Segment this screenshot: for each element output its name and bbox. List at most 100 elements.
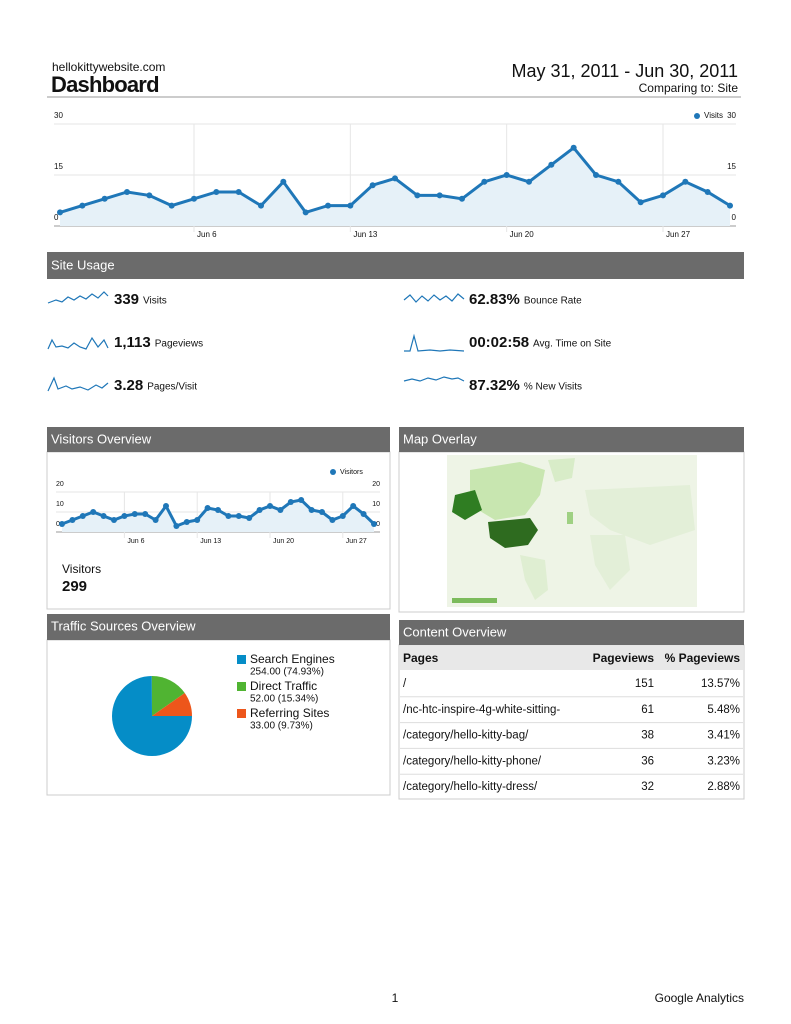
metric-value: 87.32%	[469, 377, 520, 394]
legend-value: 33.00 (9.73%)	[250, 721, 313, 732]
point	[369, 182, 376, 189]
point	[142, 511, 149, 517]
greenland	[548, 458, 575, 482]
table-cell: /category/hello-kitty-dress/	[403, 781, 538, 793]
table-cell: 3.41%	[707, 730, 740, 742]
world-map	[447, 455, 697, 607]
point	[325, 202, 331, 209]
x-tick-label: Jun 6	[127, 538, 144, 545]
point	[258, 202, 264, 209]
table-cell: 36	[641, 755, 654, 767]
point	[704, 189, 711, 195]
x-tick-label: Jun 27	[666, 230, 691, 239]
table-cell: /nc-htc-inspire-4g-white-sitting-	[403, 704, 560, 716]
point	[287, 499, 294, 505]
point	[593, 172, 599, 178]
point	[152, 517, 159, 523]
panel	[46, 639, 391, 796]
pie-slice	[151, 676, 185, 716]
point	[235, 513, 242, 519]
section-header	[47, 252, 744, 279]
x-tick-label: Jun 20	[273, 538, 294, 545]
y-tick-label: 30	[54, 111, 63, 120]
metric-label: % New Visits	[524, 382, 582, 393]
legend-value: 52.00 (15.34%)	[250, 694, 318, 705]
y-tick-label: 0	[376, 521, 380, 528]
point	[503, 172, 510, 178]
legend-swatch	[237, 709, 246, 718]
point	[121, 513, 128, 519]
point	[347, 202, 354, 209]
table-cell: 151	[635, 678, 654, 690]
date-range: May 31, 2011 - Jun 30, 2011	[512, 61, 739, 81]
point	[436, 192, 443, 199]
point	[319, 509, 325, 515]
africa	[590, 535, 630, 590]
metric-label: Visitors	[62, 562, 101, 576]
page-title: Dashboard	[51, 72, 159, 97]
sparkline	[47, 376, 109, 392]
legend-marker	[694, 113, 700, 119]
point	[90, 509, 97, 515]
legend-label: Visits	[704, 111, 723, 120]
brand: Google Analytics	[655, 991, 744, 1005]
legend-marker	[330, 469, 336, 475]
alaska	[452, 490, 482, 520]
table-cell: 2.88%	[707, 781, 740, 793]
x-tick-label: Jun 6	[197, 230, 217, 239]
section-header	[399, 620, 744, 645]
metric-value: 00:02:58	[469, 334, 529, 351]
point	[57, 209, 63, 216]
point	[329, 517, 336, 523]
point	[414, 192, 421, 199]
x-tick-label: Jun 13	[353, 230, 378, 239]
point	[79, 202, 86, 209]
point	[339, 513, 346, 519]
section-header	[47, 614, 390, 640]
point	[392, 175, 398, 182]
point	[204, 505, 211, 511]
point	[69, 517, 76, 523]
legend-value: 254.00 (74.93%)	[250, 667, 324, 678]
y-tick-label: 0	[732, 213, 737, 222]
sparkline	[403, 293, 465, 303]
y-tick-label: 15	[727, 162, 736, 171]
point	[225, 513, 232, 519]
sparklines	[47, 291, 465, 392]
legend-label: Visitors	[340, 469, 363, 476]
point	[163, 503, 169, 509]
point	[124, 189, 130, 195]
point	[682, 178, 689, 185]
x-tick-label: Jun 13	[200, 538, 221, 545]
legend-label: Search Engines	[250, 652, 335, 666]
table-cell: /category/hello-kitty-phone/	[403, 755, 542, 767]
point	[280, 178, 287, 185]
section-title: Map Overlay	[403, 431, 477, 446]
point	[481, 178, 488, 185]
point	[371, 521, 377, 527]
point	[615, 178, 622, 185]
point	[146, 192, 153, 199]
table-cell: 5.48%	[707, 704, 740, 716]
point	[59, 521, 65, 527]
table-cell: 38	[641, 730, 654, 742]
section-title: Visitors Overview	[51, 431, 152, 446]
point	[131, 511, 138, 517]
section-header	[47, 427, 390, 452]
metric-label: Pageviews	[155, 339, 203, 350]
map-legend	[452, 598, 497, 603]
point	[302, 209, 309, 216]
area	[60, 147, 730, 226]
point	[360, 511, 367, 517]
legend-swatch	[237, 655, 246, 664]
point	[570, 144, 577, 151]
canada	[470, 462, 545, 520]
point	[350, 503, 357, 509]
section-header	[399, 427, 744, 452]
y-tick-label: 20	[56, 481, 64, 488]
table-cell: 61	[641, 704, 654, 716]
point	[183, 519, 190, 525]
point	[215, 507, 221, 513]
